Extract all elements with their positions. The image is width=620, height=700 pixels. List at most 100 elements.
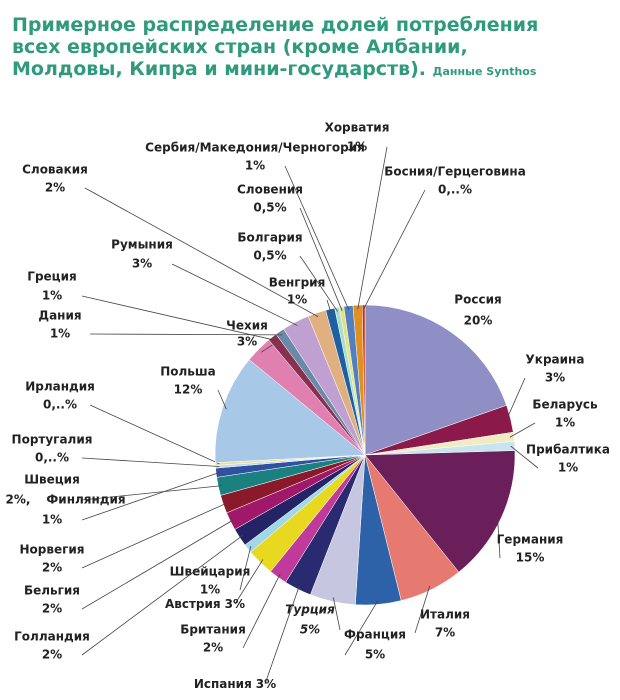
slice-name: Австрия xyxy=(165,597,221,611)
chart-subtitle: Данные Synthos xyxy=(432,65,537,78)
pie-slice xyxy=(361,304,366,456)
leader-line xyxy=(81,519,235,610)
leader-line xyxy=(81,295,275,341)
slice-value: 1% xyxy=(347,140,367,154)
slice-name: Италия xyxy=(420,608,470,622)
slice-value: 3% xyxy=(225,597,245,611)
slice-name: Турция xyxy=(285,603,335,617)
leader-line xyxy=(171,263,298,326)
slice-label: Австрия 3% xyxy=(165,597,245,611)
pie-slice xyxy=(214,359,366,463)
slice-name: Словакия xyxy=(22,163,88,177)
slice-value: 0,..% xyxy=(35,451,69,465)
leader-line xyxy=(239,545,252,591)
leader-line xyxy=(89,333,283,336)
slice-name: Швейцария xyxy=(170,565,251,579)
slice-name: Хорватия xyxy=(325,121,390,135)
leader-line xyxy=(234,559,264,605)
slice-name: Польша xyxy=(160,365,216,379)
slice-name: Словения xyxy=(237,183,303,197)
slice-value: 1% xyxy=(555,416,575,430)
slice-name: Бельгия xyxy=(24,584,80,598)
slice-value: 0,..% xyxy=(438,183,472,197)
slice-name: Румыния xyxy=(111,238,173,252)
title-block: Примерное распределение долей потреблени… xyxy=(12,14,572,83)
slice-name: Украина xyxy=(526,353,585,367)
leader-line xyxy=(264,585,300,685)
slice-label: Испания 3% xyxy=(194,677,276,691)
slice-value: 0,5% xyxy=(253,249,286,263)
leader-line xyxy=(299,207,343,311)
leader-line xyxy=(510,445,539,469)
slice-name: Беларусь xyxy=(532,398,598,412)
slice-value: 1% xyxy=(42,289,62,303)
pie-slice xyxy=(364,450,516,573)
slice-value: 5% xyxy=(365,648,385,662)
slice-name: Болгария xyxy=(237,231,302,245)
slice-value: 2% xyxy=(42,561,62,575)
slice-name: Испания xyxy=(194,677,252,691)
slice-name: Франция xyxy=(344,628,406,642)
leader-line xyxy=(332,597,341,631)
slice-name: Португалия xyxy=(12,433,93,447)
slice-name: Чехия xyxy=(226,319,268,333)
chart-title: Примерное распределение долей потреблени… xyxy=(12,14,539,80)
leader-line xyxy=(344,600,379,656)
leader-line xyxy=(84,187,319,318)
leader-line xyxy=(509,422,536,438)
slice-name: Норвегия xyxy=(20,543,85,557)
slice-name: Греция xyxy=(27,270,76,284)
slice-value: 3% xyxy=(132,257,152,271)
leader-line xyxy=(81,534,244,656)
slice-value: 3% xyxy=(256,677,276,691)
leader-line xyxy=(217,389,227,410)
slice-value: 1% xyxy=(200,583,220,597)
slice-name: Голландия xyxy=(14,630,90,644)
slice-value: 1% xyxy=(558,461,578,475)
slice-value: 20% xyxy=(464,314,493,328)
slice-name: Финляндия xyxy=(46,493,125,507)
slice-value: 12% xyxy=(174,383,203,397)
leader-line xyxy=(81,502,228,569)
slice-value: 2% xyxy=(42,602,62,616)
leader-line xyxy=(363,189,426,310)
slice-value: 2% xyxy=(45,181,65,195)
leader-line xyxy=(81,457,220,467)
slice-value: 2% xyxy=(42,648,62,662)
slice-name: Венгрия xyxy=(269,276,326,290)
leader-line xyxy=(81,471,221,521)
slice-name: Прибалтика xyxy=(526,443,610,457)
slice-name: Сербия/Македония/Черногория xyxy=(145,141,365,155)
slice-value: 0,..% xyxy=(43,398,77,412)
slice-name: Россия xyxy=(454,293,501,307)
slice-value: 3% xyxy=(545,371,565,385)
slice-name: Германия xyxy=(497,533,564,547)
slice-value: 15% xyxy=(516,551,545,565)
leader-line xyxy=(506,377,526,420)
slice-value: 7% xyxy=(435,626,455,640)
slice-name: Босния/Герцеговина xyxy=(384,165,526,179)
slice-value: 1% xyxy=(50,327,70,341)
leader-line xyxy=(89,404,220,465)
slice-value: 2%, xyxy=(6,493,31,507)
slice-name: Швеция xyxy=(24,473,80,487)
slice-name: Британия xyxy=(180,623,246,637)
leader-line xyxy=(326,299,332,314)
slice-value: 1% xyxy=(42,513,62,527)
slice-value: 3% xyxy=(237,335,257,349)
leader-line xyxy=(81,485,223,501)
leader-line xyxy=(284,165,350,311)
slice-value: 1% xyxy=(245,159,265,173)
slice-value: 5% xyxy=(300,623,320,637)
leader-line xyxy=(497,516,501,559)
leader-line xyxy=(299,255,339,312)
slice-value: 2% xyxy=(203,641,223,655)
leader-line xyxy=(357,146,388,310)
slice-name: Дания xyxy=(38,309,81,323)
slice-name: Ирландия xyxy=(25,380,95,394)
leader-line xyxy=(414,585,431,634)
leader-line xyxy=(242,573,281,649)
slice-value: 0,5% xyxy=(253,201,286,215)
